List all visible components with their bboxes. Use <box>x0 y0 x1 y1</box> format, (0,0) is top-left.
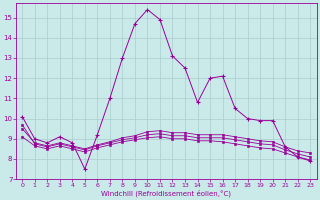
X-axis label: Windchill (Refroidissement éolien,°C): Windchill (Refroidissement éolien,°C) <box>101 189 231 197</box>
